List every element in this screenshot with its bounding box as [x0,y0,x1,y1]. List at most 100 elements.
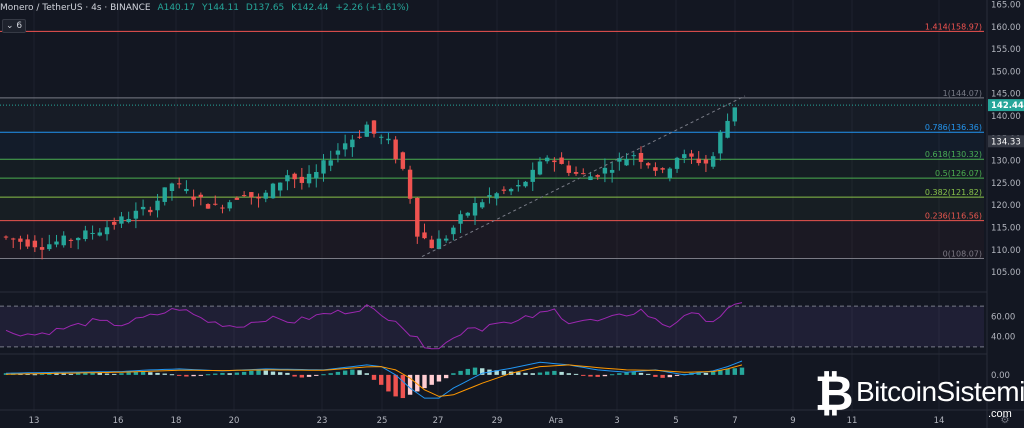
macd-histogram-bar [328,373,333,375]
macd-histogram-bar [162,373,167,375]
candle-body [516,184,521,187]
candle-body [39,247,45,250]
macd-histogram-bar [140,371,146,375]
macd-histogram-bar [321,374,326,376]
candle-body [480,202,485,208]
signal-line [5,364,743,397]
candle-body [97,232,103,236]
candle-body [11,238,16,240]
fibonacci-retracement[interactable]: 1.414(158.97) 1(144.07) 0.786(136.36) 0.618… [0,22,984,259]
candle-body [581,173,586,175]
candle-body [3,236,9,238]
macd-histogram-bar [155,372,160,375]
candle-body [523,181,528,187]
macd-histogram-bar [234,372,240,375]
macd-histogram-bar [653,374,658,377]
time-tick-label: 3 [614,416,619,426]
price-axis[interactable]: 165.00160.00155.00150.00145.00140.00135.… [988,0,1024,426]
current-price-badge [988,99,1024,112]
candle-body [256,196,261,199]
settings-gear-icon: ⚙ [1001,415,1010,426]
macd-histogram-bar [104,373,110,375]
candle-body [241,195,247,197]
macd-histogram-bar [277,372,283,375]
candle-body [292,173,297,180]
candle-body [544,157,550,162]
candle-body [710,156,716,167]
macd-histogram-bar [501,370,507,375]
macd-histogram-bar [559,371,564,375]
price-tick-label: 140.00 [991,112,1021,122]
watermark-brand: BitcoinSistemi [856,376,1024,407]
candle-body [220,207,225,209]
candle-body [314,172,319,179]
candle-body [451,227,456,235]
macd-histogram-bar [480,368,485,375]
dashed-trend-line [421,95,746,257]
marker-price-badge [988,135,1024,148]
candle-body [400,152,406,169]
fib-level-label: 0.5(126.07) [935,169,982,178]
macd-histogram-bar [718,370,723,375]
macd-histogram-bar [350,369,355,375]
price-tick-label: 160.00 [991,23,1021,33]
macd-histogram-bar [422,374,427,389]
candle-body [227,202,232,209]
chart-header: Monero / TetherUS · 4s · BINANCE A140.17… [0,3,409,17]
time-tick-label: 29 [492,416,503,426]
time-axis[interactable]: 13 16 18 20 23 25 27 29 Ara 3 5 7 9 11 14 [29,416,945,426]
macd-histogram-bar [364,373,369,375]
macd-histogram-bar [68,373,74,375]
macd-histogram-bar [458,370,463,375]
candle-body [342,143,348,150]
macd-histogram-bar [299,374,305,378]
fib-level-label: 0.618(130.32) [925,150,982,159]
macd-histogram-bar [133,371,139,375]
macd-histogram-bar [379,374,384,385]
indicator-toggle[interactable]: ⌄ 6 [2,19,27,33]
close-value: K142.44 [291,3,329,13]
macd-histogram-bar [32,374,38,376]
rsi-band [0,306,984,347]
candle-body [631,155,636,157]
watermark-suffix: .com [988,408,1012,420]
macd-histogram-bar [314,374,319,376]
candle-body [184,188,189,192]
rsi-pane[interactable] [0,302,984,350]
current-price-label: 142.44 [991,101,1024,111]
price-tick-label: 150.00 [991,67,1021,77]
macd-histogram-bar [256,369,261,375]
macd-histogram-bar [148,372,153,375]
macd-histogram-bar [292,374,297,377]
indicator-count: 6 [16,21,23,31]
candle-body [47,244,52,250]
macd-histogram-bar [710,371,716,375]
candle-body [176,183,182,185]
macd-histogram-bar [725,368,730,375]
candle-body [234,197,240,200]
macd-histogram-bar [703,372,709,375]
macd-histogram-bar [393,374,398,397]
symbol-title[interactable]: Monero / TetherUS · 4s · BINANCE [0,3,151,13]
time-tick-label: 18 [171,416,182,426]
candle-body [487,195,492,197]
candle-body [379,136,384,138]
fib-level-label: 0.786(136.36) [925,123,982,132]
time-tick-label: 13 [29,416,40,426]
candle-body [407,169,413,199]
macd-histogram-bar [602,374,608,377]
macd-histogram-bar [213,373,218,375]
candle-body [696,158,701,164]
fib-zone [0,178,984,198]
fib-level-label: 0.382(121.82) [925,188,982,197]
macd-histogram-bar [674,374,680,376]
candle-body [660,168,665,170]
macd-pane[interactable] [3,360,745,399]
macd-histogram-bar [609,374,615,376]
candle-body [537,161,543,175]
candle-body [213,203,218,205]
trend-line[interactable] [0,95,984,257]
price-tick-label: 155.00 [991,45,1021,55]
